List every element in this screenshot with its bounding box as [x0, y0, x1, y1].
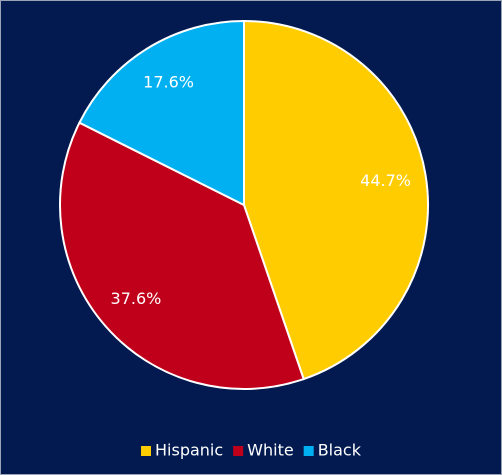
legend-label: Hispanic [155, 441, 223, 460]
legend-label: Black [318, 441, 362, 460]
legend-marker [233, 446, 244, 456]
data-label: 17.6% [143, 72, 194, 91]
legend-marker [141, 446, 152, 456]
data-labels: 44.7% 37.6% 17.6% [111, 72, 411, 308]
pie [59, 19, 429, 390]
pie-slice [78, 19, 245, 207]
pie-slice [59, 121, 305, 390]
legend-marker [303, 446, 314, 456]
pie-slice [243, 19, 429, 381]
legend: Hispanic White Black [141, 441, 362, 460]
legend-label: White [247, 441, 294, 460]
data-label: 37.6% [111, 289, 162, 308]
data-label: 44.7% [360, 171, 411, 190]
